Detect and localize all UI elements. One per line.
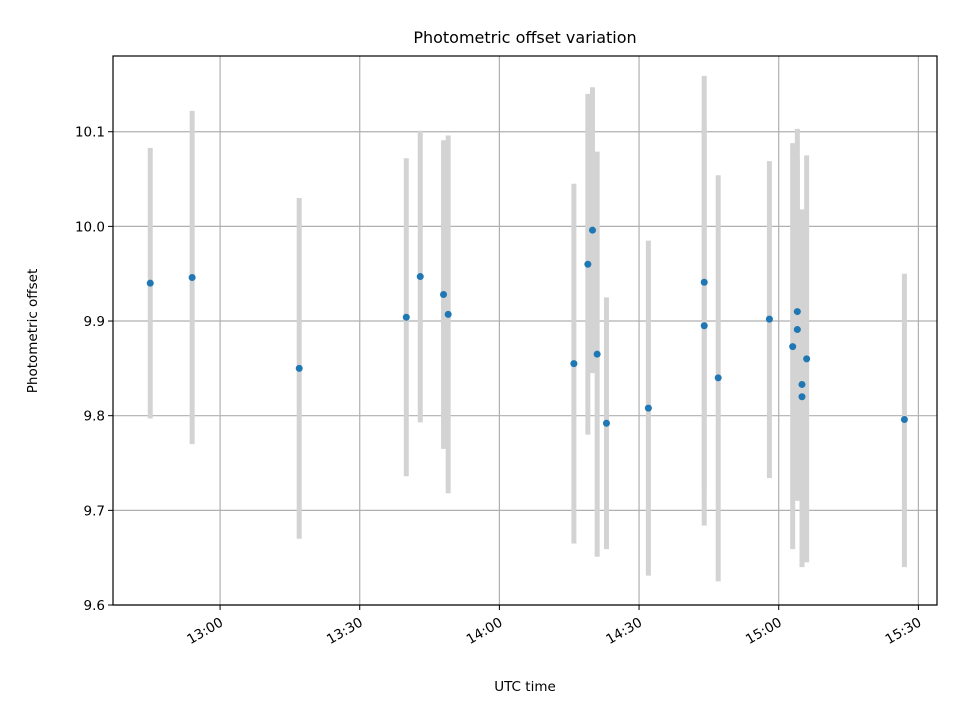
data-point xyxy=(793,308,801,316)
y-tick-label: 10.1 xyxy=(75,125,105,141)
data-points xyxy=(146,226,908,427)
data-point xyxy=(402,313,410,321)
data-point xyxy=(793,326,801,334)
data-point xyxy=(798,380,806,388)
plot-frame xyxy=(112,55,938,606)
y-tick-label: 10.0 xyxy=(75,219,105,235)
data-point xyxy=(644,404,652,412)
data-point xyxy=(146,279,154,287)
y-axis-label: Photometric offset xyxy=(25,269,41,393)
y-tick-label: 9.8 xyxy=(84,409,105,425)
data-point xyxy=(416,273,424,281)
data-point xyxy=(295,364,303,372)
y-tick-label: 9.6 xyxy=(84,598,105,614)
data-point xyxy=(803,355,811,363)
data-point xyxy=(714,374,722,382)
data-point xyxy=(700,322,708,330)
data-point xyxy=(444,310,452,318)
data-point xyxy=(700,278,708,286)
data-point xyxy=(900,415,908,423)
data-point xyxy=(789,343,797,351)
data-point xyxy=(765,315,773,323)
x-axis-label: UTC time xyxy=(494,679,556,695)
y-tick-label: 9.7 xyxy=(84,503,105,519)
data-point xyxy=(602,419,610,427)
data-point xyxy=(570,360,578,368)
data-point xyxy=(593,350,601,358)
chart-title: Photometric offset variation xyxy=(413,28,636,47)
data-point xyxy=(589,226,597,234)
data-point xyxy=(188,273,196,281)
y-tick-label: 9.9 xyxy=(84,314,105,330)
data-point xyxy=(584,260,592,268)
data-point xyxy=(798,393,806,401)
data-point xyxy=(440,291,448,299)
